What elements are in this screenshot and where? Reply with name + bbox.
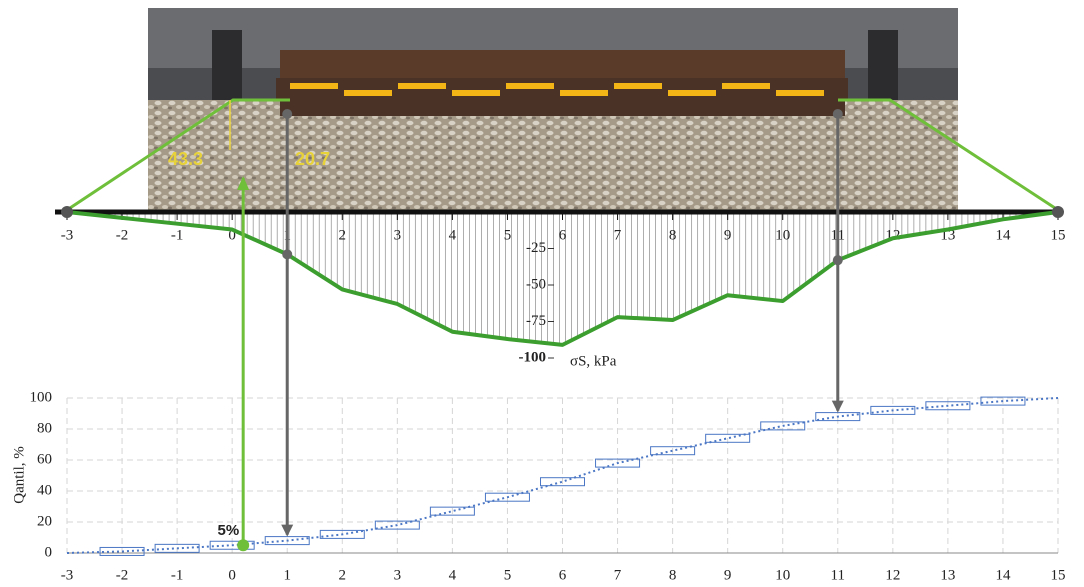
arrow-head [281,525,293,537]
x-tick-label: 6 [559,567,567,583]
x-tick-label: 7 [614,567,622,583]
guide-dot [282,109,292,119]
x-tick-label: 9 [724,567,732,583]
x-tick-label: 14 [995,227,1011,243]
y-tick-label: 80 [37,420,52,436]
x-tick-label: 10 [775,567,790,583]
figure: 43.3 20.7 σS, kPa Qantil, % -3-2-1012345… [0,0,1084,587]
x-tick-label: 2 [339,227,347,243]
x-tick-label: -3 [61,567,74,583]
y-axis-label: σS, kPa [570,353,617,369]
y-tick-label: -100 [519,349,547,365]
y-tick-label: 60 [37,451,52,467]
y-tick-label: -75 [526,313,546,329]
x-tick-label: 15 [1051,567,1066,583]
y-tick-label: 20 [37,513,52,529]
x-tick-label: 5 [504,567,512,583]
x-tick-label: 4 [449,567,457,583]
x-tick-label: 5 [504,227,512,243]
x-tick-label: -2 [116,227,129,243]
x-tick-label: 10 [775,227,790,243]
x-tick-label: 13 [940,567,955,583]
end-dot [1052,206,1064,218]
guide-dot [282,249,292,259]
x-tick-label: 12 [885,567,900,583]
angle-label: 20.7 [295,149,330,169]
x-tick-label: 6 [559,227,567,243]
y-axis-label: Qantil, % [11,446,27,504]
x-tick-label: 9 [724,227,732,243]
x-tick-label: 8 [669,567,677,583]
quantile-marker [237,539,249,551]
x-tick-label: 14 [995,567,1011,583]
x-tick-label: 4 [449,227,457,243]
x-tick-label: -3 [61,227,74,243]
x-tick-label: 8 [669,227,677,243]
y-tick-label: -25 [526,240,546,256]
end-dot [61,206,73,218]
x-tick-label: 2 [339,567,347,583]
y-tick-label: 100 [30,389,53,405]
angle-label: 43.3 [168,149,203,169]
x-tick-label: 0 [228,567,236,583]
y-tick-label: 40 [37,482,52,498]
x-tick-label: -1 [171,567,184,583]
arrow-head [832,401,844,413]
x-tick-label: 1 [283,567,291,583]
x-tick-label: -1 [171,227,184,243]
x-tick-label: 11 [831,567,845,583]
x-tick-label: -2 [116,567,129,583]
x-tick-label: 15 [1051,227,1066,243]
x-tick-label: 3 [394,567,402,583]
guide-dot [833,255,843,265]
y-tick-label: 0 [45,544,53,560]
guide-dot [833,109,843,119]
x-tick-label: 7 [614,227,622,243]
y-tick-label: -50 [526,276,546,292]
annotation: 5% [217,522,239,539]
x-tick-label: 3 [394,227,402,243]
